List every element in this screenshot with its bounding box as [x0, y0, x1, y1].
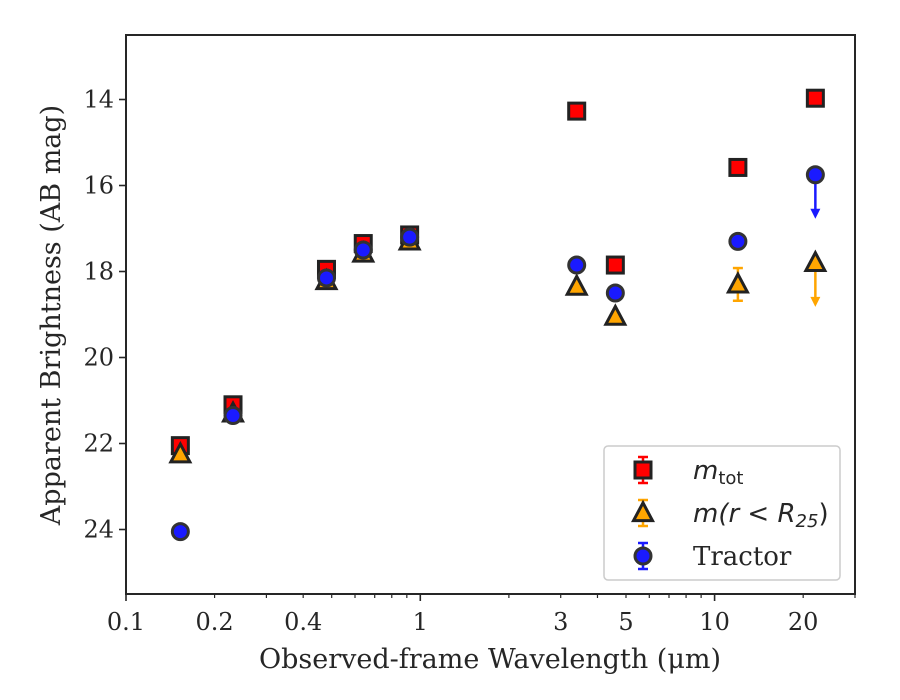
legend-marker	[631, 499, 655, 523]
y-axis-ticks: 14 16 18 20 22 24	[83, 86, 126, 544]
data-point	[728, 157, 748, 177]
data-point	[605, 283, 625, 303]
data-point	[400, 227, 420, 247]
data-point	[725, 271, 750, 294]
y-tick-label: 22	[83, 430, 114, 458]
y-tick-label: 20	[83, 344, 114, 372]
legend-items: mtot m(r < R25) Tractor	[631, 455, 829, 572]
data-point	[170, 522, 190, 542]
series-circle	[170, 165, 825, 542]
x-tick-label: 0.4	[284, 608, 322, 636]
x-tick-label: 3	[553, 608, 568, 636]
x-axis-label: Observed-frame Wavelength (μm)	[259, 644, 721, 675]
data-point	[605, 255, 625, 275]
legend-label: Tractor	[693, 542, 792, 572]
x-tick-label: 10	[699, 608, 730, 636]
data-point	[803, 249, 828, 273]
x-tick-label: 20	[788, 608, 819, 636]
data-point	[316, 268, 336, 288]
upper-limit-arrowhead	[810, 296, 821, 307]
data-point	[168, 440, 193, 464]
data-point	[728, 231, 748, 251]
data-point	[223, 406, 243, 426]
data-point	[805, 88, 825, 108]
y-tick-label: 16	[83, 172, 114, 200]
y-tick-label: 18	[83, 258, 114, 286]
y-tick-label: 14	[83, 86, 114, 114]
y-axis-label: Apparent Brightness (AB mag)	[36, 105, 67, 526]
x-tick-label: 0.1	[107, 608, 145, 636]
data-point	[564, 273, 589, 296]
upper-limit-arrowhead	[810, 208, 821, 219]
data-point	[603, 303, 628, 326]
y-tick-label: 24	[83, 516, 114, 544]
legend-marker	[633, 460, 653, 480]
data-marks	[168, 88, 828, 542]
data-point	[567, 101, 587, 121]
legend-box	[603, 445, 841, 581]
data-point	[805, 165, 825, 185]
x-axis-ticks: 0.1 0.2 0.4 1 3 5 10 20	[107, 594, 856, 636]
legend: mtot m(r < R25) Tractor	[603, 445, 841, 581]
data-point	[353, 240, 373, 260]
x-tick-label: 5	[618, 608, 633, 636]
legend-label: m(r < R25)	[693, 499, 829, 532]
legend-marker	[633, 546, 653, 566]
legend-label: mtot	[693, 456, 743, 489]
x-tick-label: 1	[413, 608, 428, 636]
x-tick-label: 0.2	[196, 608, 234, 636]
data-point	[567, 255, 587, 275]
